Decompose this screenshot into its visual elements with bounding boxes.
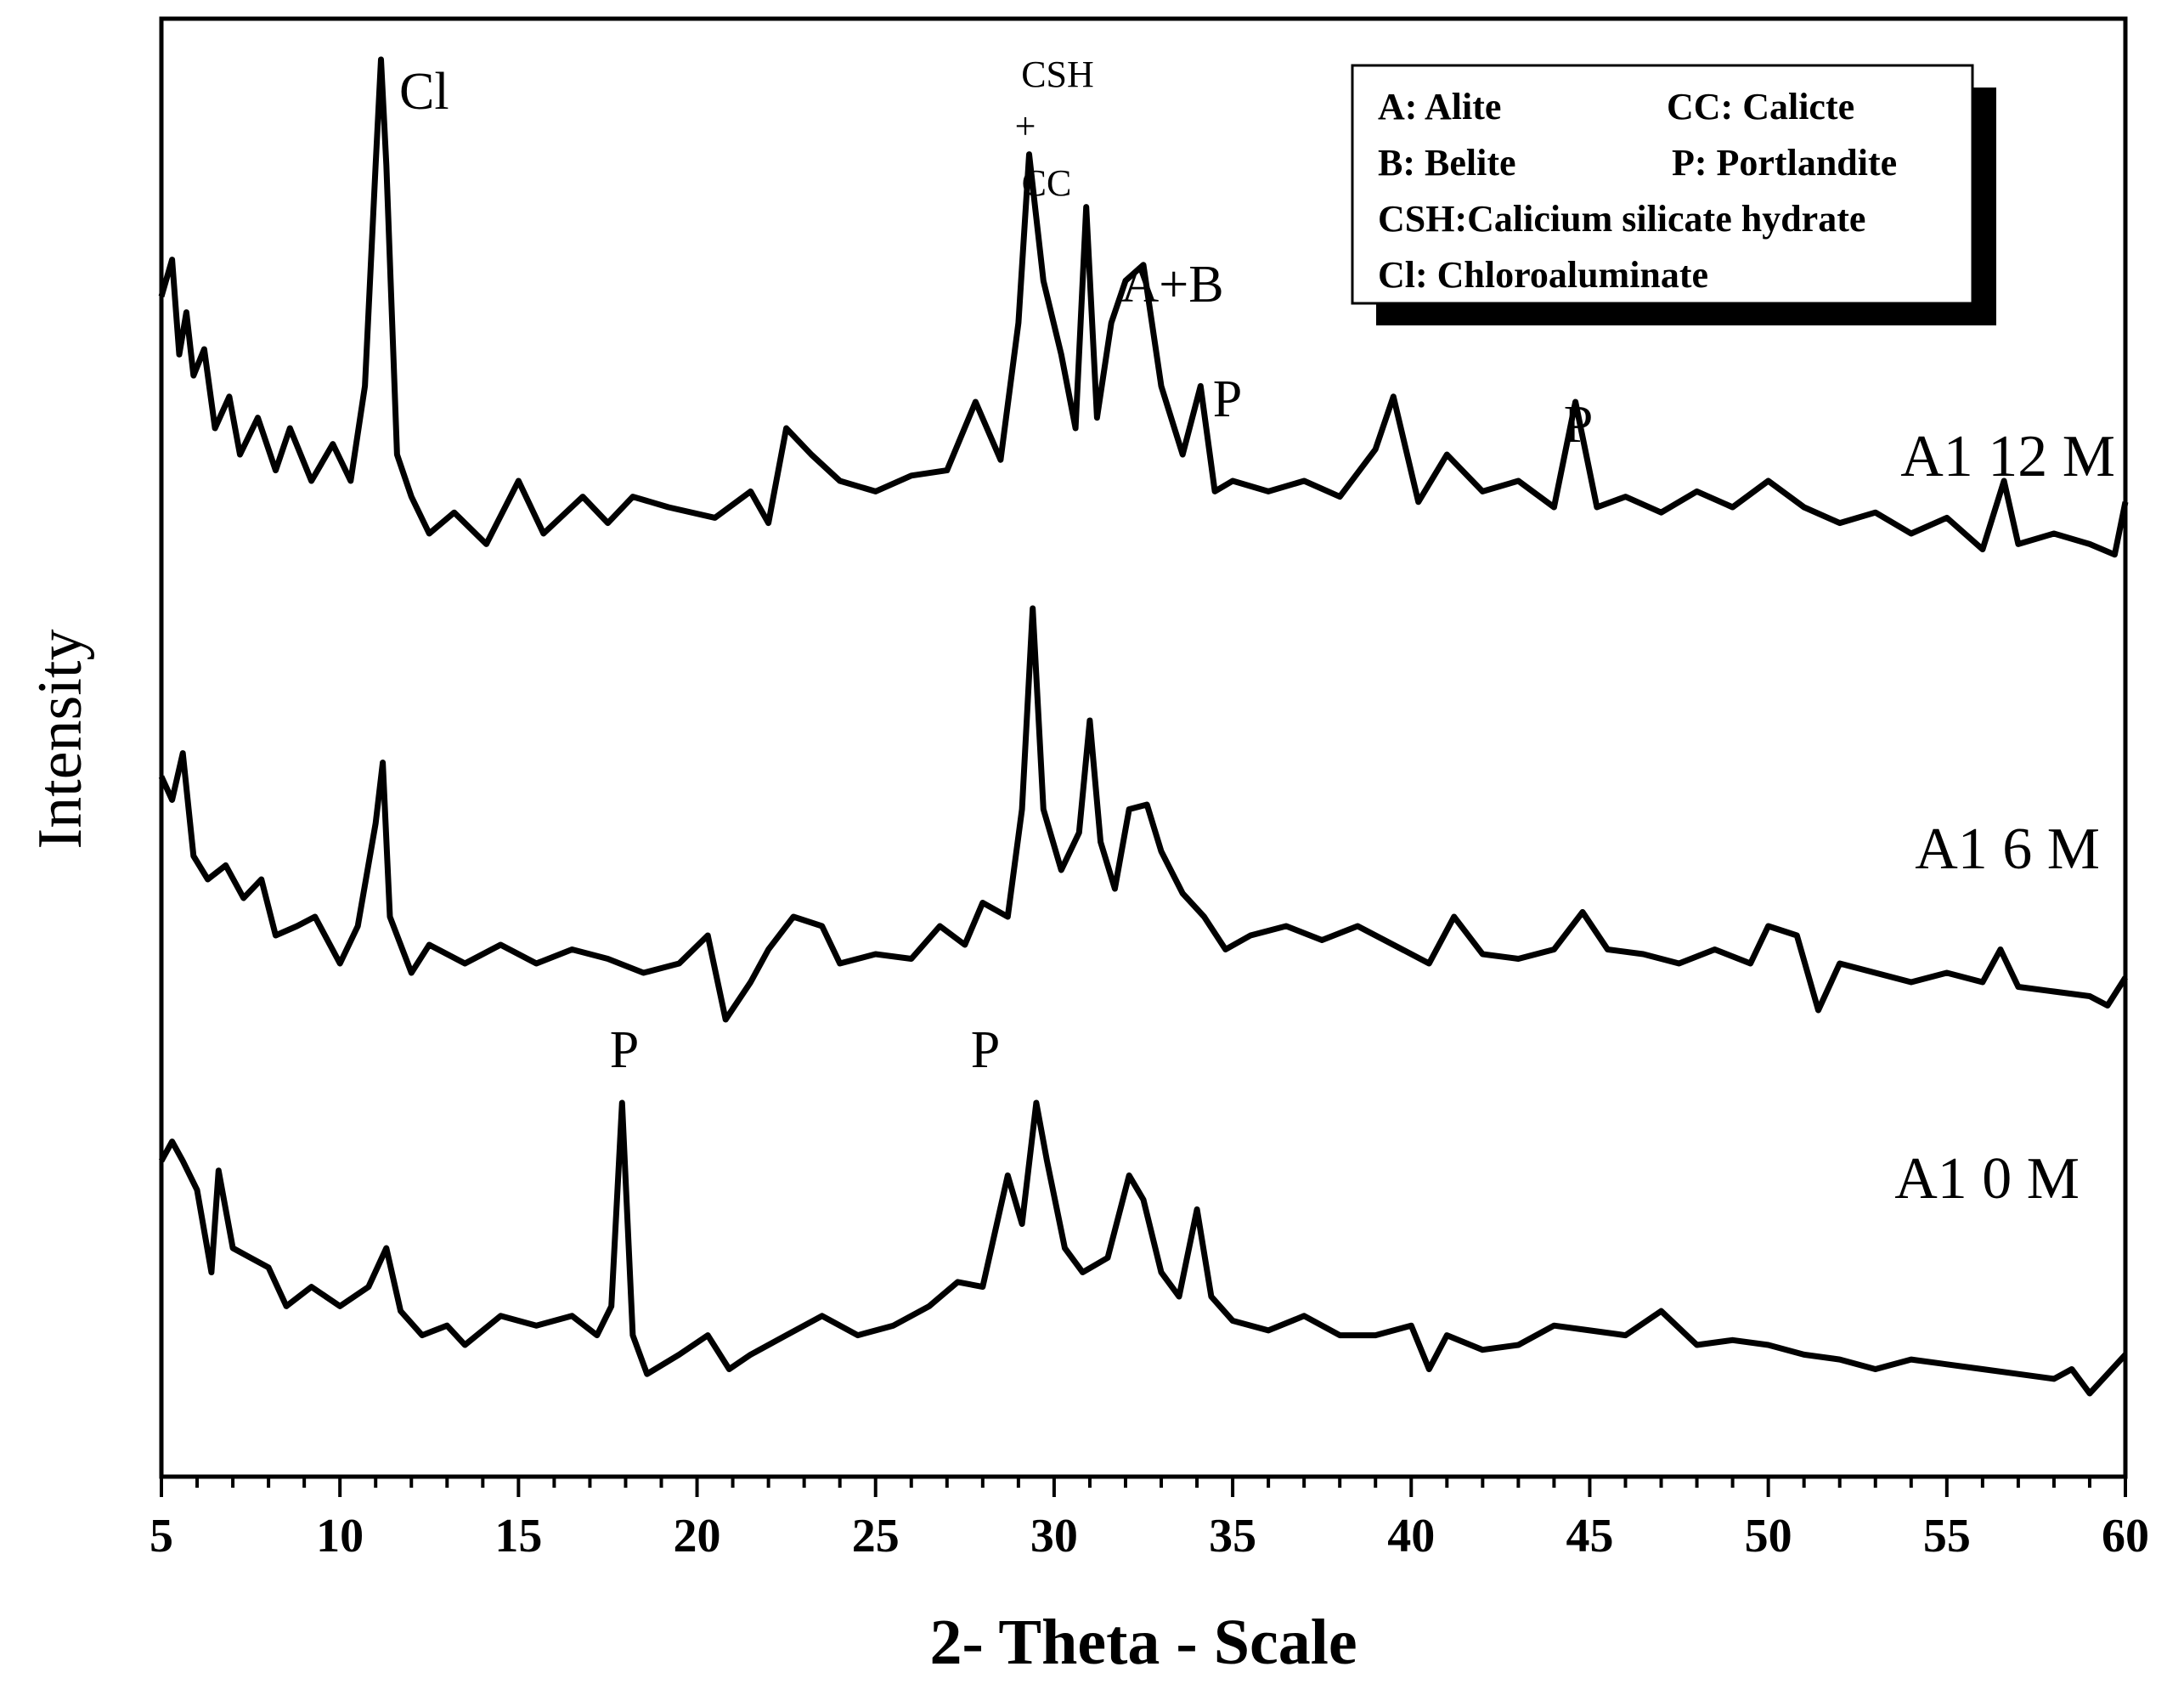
peak-annotations: Cl CSH + CC A+B P P P P [399, 54, 1593, 1079]
series-label-a1-6m: A1 6 M [1915, 816, 2100, 882]
series-lines [158, 56, 2129, 1397]
legend-entry: CSH:Calicium silicate hydrate [1378, 198, 1865, 240]
legend-entry: P: Portlandite [1672, 142, 1897, 184]
peak-label: P [1213, 370, 1242, 428]
y-axis-title: Intensity [25, 630, 95, 850]
peak-label: P [610, 1021, 639, 1079]
series-line [158, 1099, 2128, 1397]
peak-label: Cl [399, 63, 449, 121]
peak-label: A+B [1120, 256, 1223, 314]
x-tick-label: 55 [1923, 1510, 1971, 1562]
series-label-a1-12m: A1 12 M [1900, 424, 2115, 489]
peak-label: CC [1022, 162, 1072, 204]
legend-box [1351, 64, 1974, 305]
plot-frame [159, 16, 2128, 1479]
x-tick-label: 60 [2102, 1510, 2149, 1562]
legend-entry: CC: Calicte [1667, 86, 1854, 127]
x-tick-label: 45 [1566, 1510, 1613, 1562]
series-line [158, 56, 2129, 558]
x-tick-label: 30 [1030, 1510, 1078, 1562]
x-axis-title: 2- Theta - Scale [929, 1607, 1357, 1678]
legend: A: Alite CC: Calicte B: Belite P: Portla… [1351, 64, 1996, 325]
series-line [158, 605, 2128, 1023]
x-axis-ticks: 5 10 15 20 25 30 35 40 45 50 55 60 [150, 1477, 2149, 1562]
x-tick-label: 25 [852, 1510, 900, 1562]
peak-label: CSH [1021, 54, 1094, 95]
legend-entry: B: Belite [1378, 142, 1516, 184]
x-tick-label: 10 [316, 1510, 364, 1562]
legend-entry: Cl: Chloroaluminate [1378, 254, 1708, 296]
x-tick-label: 5 [150, 1510, 173, 1562]
peak-label: P [1564, 396, 1593, 454]
x-tick-label: 35 [1209, 1510, 1256, 1562]
series-label-a1-0m: A1 0 M [1894, 1146, 2080, 1212]
peak-label: + [1015, 105, 1036, 147]
x-tick-label: 20 [674, 1510, 721, 1562]
x-tick-label: 15 [494, 1510, 542, 1562]
peak-label: P [971, 1021, 1000, 1079]
legend-entry: A: Alite [1378, 86, 1501, 127]
x-tick-label: 50 [1745, 1510, 1792, 1562]
x-tick-label: 40 [1387, 1510, 1435, 1562]
